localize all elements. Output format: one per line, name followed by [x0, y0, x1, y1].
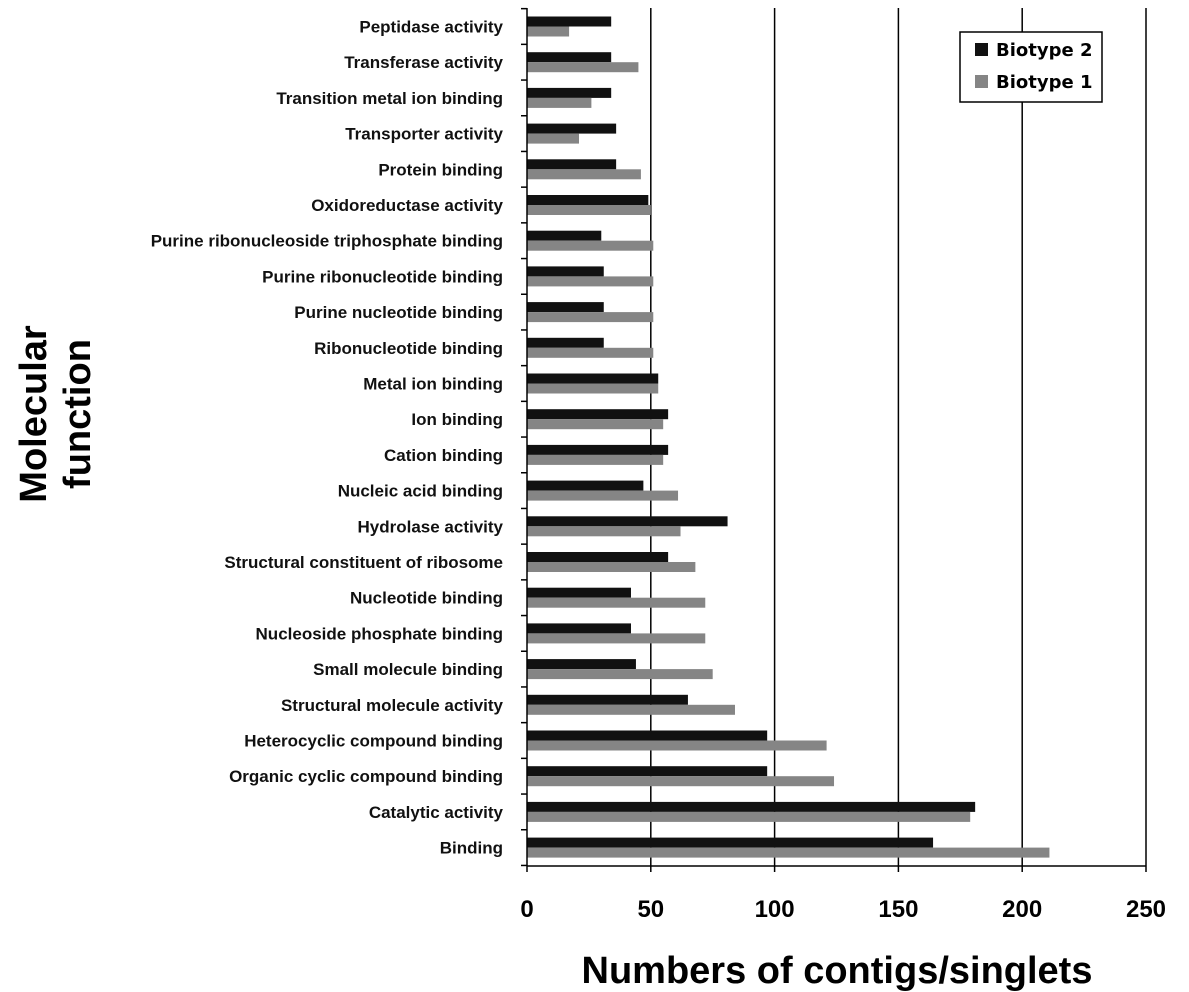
category-label: Structural constituent of ribosome — [224, 553, 503, 572]
bar-biotype1-11 — [527, 419, 664, 430]
bar-biotype1-2 — [527, 97, 592, 108]
legend-label-biotype2: Biotype 2 — [996, 40, 1092, 61]
x-tick-label-200: 200 — [1002, 896, 1042, 923]
bar-biotype2-6 — [527, 230, 602, 241]
category-label: Purine nucleotide binding — [294, 303, 503, 322]
y-axis-title: Molecular function — [13, 325, 99, 503]
bar-biotype1-19 — [527, 704, 735, 715]
category-label: Cation binding — [384, 446, 503, 465]
category-label: Nucleoside phosphate binding — [256, 624, 503, 643]
bar-biotype1-5 — [527, 205, 651, 215]
x-tick-labels: 0 50 100 150 200 250 — [520, 896, 1166, 923]
bar-biotype2-12 — [527, 444, 669, 455]
category-label: Transferase activity — [344, 53, 503, 72]
category-label: Transporter activity — [345, 125, 503, 144]
bar-biotype1-8 — [527, 312, 654, 323]
bar-biotype2-11 — [527, 409, 669, 420]
bar-biotype1-20 — [527, 740, 827, 751]
bar-biotype2-2 — [527, 87, 612, 98]
category-label: Protein binding — [378, 160, 503, 179]
bar-biotype1-18 — [527, 669, 713, 680]
bar-biotype2-17 — [527, 623, 631, 634]
bar-biotype2-5 — [527, 195, 649, 205]
category-label: Transition metal ion binding — [276, 89, 503, 108]
legend-label-biotype1: Biotype 1 — [996, 72, 1092, 93]
category-label: Catalytic activity — [369, 803, 504, 822]
bar-biotype1-0 — [527, 26, 570, 37]
category-label: Purine ribonucleotide binding — [262, 267, 503, 286]
category-label: Purine ribonucleoside triphosphate bindi… — [151, 232, 503, 251]
bars — [527, 16, 1050, 858]
bar-biotype2-8 — [527, 302, 604, 313]
bar-biotype1-13 — [527, 490, 679, 501]
category-label: Ribonucleotide binding — [314, 339, 503, 358]
bar-biotype1-14 — [527, 526, 681, 537]
category-label: Metal ion binding — [363, 375, 503, 394]
category-label: Structural molecule activity — [281, 696, 504, 715]
category-label: Nucleotide binding — [350, 589, 503, 608]
legend: Biotype 2 Biotype 1 — [959, 31, 1103, 103]
category-labels: Peptidase activity Transferase activity Tr… — [151, 18, 504, 858]
category-label: Organic cyclic compound binding — [229, 767, 503, 786]
x-tick-label-100: 100 — [755, 896, 795, 923]
category-label: Nucleic acid binding — [338, 482, 503, 501]
bar-biotype1-1 — [527, 62, 639, 73]
category-label: Peptidase activity — [359, 18, 503, 37]
bar-biotype2-13 — [527, 480, 644, 491]
bar-biotype1-23 — [527, 847, 1050, 858]
y-axis-title-line: Molecular — [13, 325, 55, 503]
bar-biotype1-3 — [527, 133, 579, 144]
bar-biotype2-16 — [527, 587, 631, 598]
bar-biotype1-12 — [527, 454, 664, 465]
bar-biotype2-9 — [527, 337, 604, 348]
bar-biotype2-14 — [527, 516, 728, 527]
bar-biotype1-9 — [527, 347, 654, 358]
category-label: Small molecule binding — [313, 660, 503, 679]
bar-biotype2-23 — [527, 837, 934, 848]
bar-biotype2-22 — [527, 801, 976, 812]
bar-biotype2-15 — [527, 552, 669, 562]
legend-swatch-biotype2 — [975, 43, 988, 56]
bar-biotype1-4 — [527, 169, 641, 180]
bar-biotype2-19 — [527, 694, 688, 705]
bar-biotype1-17 — [527, 633, 706, 644]
bar-biotype2-4 — [527, 159, 617, 170]
grid-lines — [650, 8, 1147, 866]
category-label: Hydrolase activity — [357, 517, 503, 536]
category-label: Binding — [440, 839, 503, 858]
bar-biotype2-18 — [527, 659, 636, 670]
x-tick-label-250: 250 — [1126, 896, 1166, 923]
bar-biotype2-0 — [527, 16, 612, 27]
bar-biotype2-1 — [527, 52, 612, 63]
category-label: Heterocyclic compound binding — [244, 732, 503, 751]
bar-biotype1-16 — [527, 597, 706, 608]
bar-biotype2-3 — [527, 123, 617, 134]
category-label: Oxidoreductase activity — [311, 196, 503, 215]
bar-biotype1-6 — [527, 240, 654, 251]
bar-biotype1-7 — [527, 276, 654, 287]
legend-swatch-biotype1 — [975, 75, 988, 88]
bar-biotype2-21 — [527, 766, 768, 777]
bar-biotype2-7 — [527, 266, 604, 277]
x-axis-title: Numbers of contigs/singlets — [582, 950, 1093, 992]
bar-biotype2-10 — [527, 373, 659, 384]
bar-biotype1-21 — [527, 776, 835, 787]
bar-biotype1-15 — [527, 562, 696, 572]
bar-biotype1-10 — [527, 383, 659, 394]
category-label: Ion binding — [411, 410, 503, 429]
axes — [521, 7, 1147, 872]
x-tick-label-50: 50 — [637, 896, 664, 923]
x-tick-label-0: 0 — [520, 896, 533, 923]
bar-biotype2-20 — [527, 730, 768, 741]
x-tick-label-150: 150 — [878, 896, 918, 923]
y-axis-title-line: function — [57, 339, 99, 489]
bar-biotype1-22 — [527, 811, 971, 822]
